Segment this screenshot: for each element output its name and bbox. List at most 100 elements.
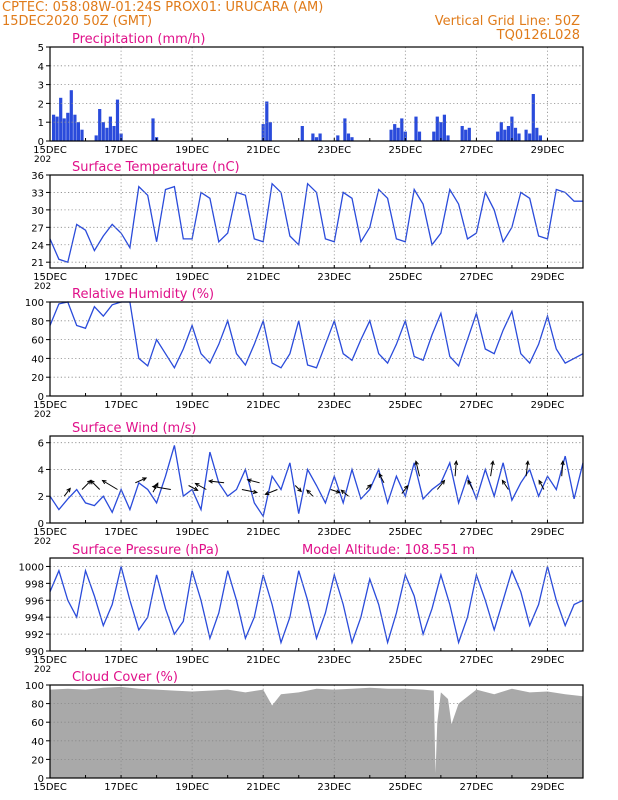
precip-bar [80, 129, 84, 141]
rh-line [49, 301, 584, 370]
pres-xtick-label: 15DEC [33, 655, 67, 666]
pres-xtick-label: 27DEC [460, 655, 494, 666]
precip-bar [464, 129, 468, 141]
cloud-xtick-label: 17DEC [104, 782, 138, 793]
precip-bar [442, 114, 446, 141]
cloud-xtick-label: 29DEC [531, 782, 565, 793]
precip-bar [98, 109, 102, 141]
header-model-code: TQ0126L028 [496, 28, 580, 43]
temp-xtick-label: 25DEC [388, 272, 422, 283]
precip-bar [400, 118, 404, 141]
wind-vector-head [467, 479, 472, 485]
wind-vector-head [501, 479, 507, 485]
wind-vector [90, 480, 101, 490]
precip-bar [108, 116, 112, 141]
precip-bar [66, 112, 70, 141]
wind-vector-head [194, 482, 200, 488]
precip-plot-area [50, 47, 583, 141]
wind-vector [525, 461, 529, 477]
wind-vector-head [151, 484, 157, 490]
cloud-ytick-label: 20 [31, 755, 44, 766]
rh-title: Relative Humidity (%) [72, 287, 214, 302]
precip-bar [467, 127, 471, 141]
wind-vector-head [101, 479, 107, 485]
rh-xtick-label: 21DEC [246, 400, 280, 411]
precip-bar [69, 90, 73, 141]
rh-ytick-label: 60 [31, 336, 44, 347]
pres-ytick-label: 1000 [19, 562, 44, 573]
temp-frame [49, 174, 584, 269]
temp-ytick-label: 27 [31, 223, 44, 234]
wind-vector-head [378, 472, 383, 478]
temp-ytick-label: 30 [31, 206, 44, 217]
rh-ytick-label: 100 [25, 298, 44, 309]
precip-bar [314, 137, 319, 141]
precip-bar [528, 133, 532, 141]
wind-ytick-label: 6 [38, 439, 44, 450]
wind-vector [135, 477, 147, 484]
precip-title: Precipitation (mm/h) [72, 32, 205, 47]
wind-xtick-label: 25DEC [388, 527, 422, 538]
pres-year-label: 202 [34, 665, 51, 675]
cloud-xtick-label: 27DEC [460, 782, 494, 793]
precip-xtick-label: 19DEC [175, 145, 209, 156]
pres-ytick-label: 996 [25, 596, 44, 607]
wind-vector-head [440, 479, 446, 485]
pres-ytick-label: 992 [25, 630, 44, 641]
cloud-xtick-label: 15DEC [33, 782, 67, 793]
precip-bar [346, 133, 351, 141]
precip-bar [460, 126, 464, 141]
pres-xtick-label: 17DEC [104, 655, 138, 666]
precip-xtick-label: 21DEC [246, 145, 280, 156]
pres-ytick-label: 998 [25, 579, 44, 590]
precip-bar [506, 126, 510, 141]
wind-vector [490, 461, 494, 477]
pres-annotation: Model Altitude: 108.551 m [302, 543, 475, 558]
temp-xtick-label: 23DEC [317, 272, 351, 283]
precip-xtick-label: 25DEC [388, 145, 422, 156]
precip-bar [101, 122, 105, 141]
wind-vector [340, 489, 349, 497]
rh-xtick-label: 15DEC [33, 400, 67, 411]
temp-xtick-label: 29DEC [531, 272, 565, 283]
wind-vector-head [264, 491, 270, 496]
precip-bar [417, 131, 422, 141]
rh-ytick-label: 0 [38, 392, 44, 403]
pres-title: Surface Pressure (hPa) [72, 543, 219, 558]
precip-bar [517, 133, 521, 141]
cloud-ytick-label: 60 [31, 718, 44, 729]
precip-bar [510, 116, 514, 141]
rh-xtick-label: 25DEC [388, 400, 422, 411]
cloud-xtick-label: 21DEC [246, 782, 280, 793]
wind-xtick-label: 15DEC [33, 527, 67, 538]
temp-ytick-label: 24 [31, 241, 44, 252]
precip-xtick-label: 29DEC [531, 145, 565, 156]
cloud-frame [49, 684, 584, 779]
temp-ytick-label: 21 [31, 258, 44, 269]
precip-bar [503, 129, 507, 141]
precip-bar [59, 97, 63, 141]
wind-vector [538, 480, 545, 490]
precip-bar [343, 118, 347, 141]
precip-bar [496, 131, 500, 141]
wind-vector [102, 480, 118, 490]
wind-vector [454, 461, 457, 477]
precip-bar [311, 133, 315, 141]
wind-vector [436, 480, 445, 490]
temp-xtick-label: 15DEC [33, 272, 67, 283]
rh-year-label: 202 [34, 410, 51, 420]
precip-bar [268, 122, 272, 141]
temp-ytick-label: 36 [31, 171, 44, 182]
wind-vector-head [538, 479, 543, 485]
precip-bar [300, 126, 304, 141]
wind-vector-head [453, 460, 459, 466]
precip-ytick-label: 0 [38, 137, 44, 148]
wind-vector-head [89, 479, 95, 485]
precip-bar [435, 116, 439, 141]
precip-bar [265, 101, 269, 141]
pres-xtick-label: 25DEC [388, 655, 422, 666]
precip-bar [535, 127, 539, 141]
precip-bar [389, 129, 393, 141]
wind-vector [81, 480, 92, 490]
wind-vector [209, 480, 225, 484]
